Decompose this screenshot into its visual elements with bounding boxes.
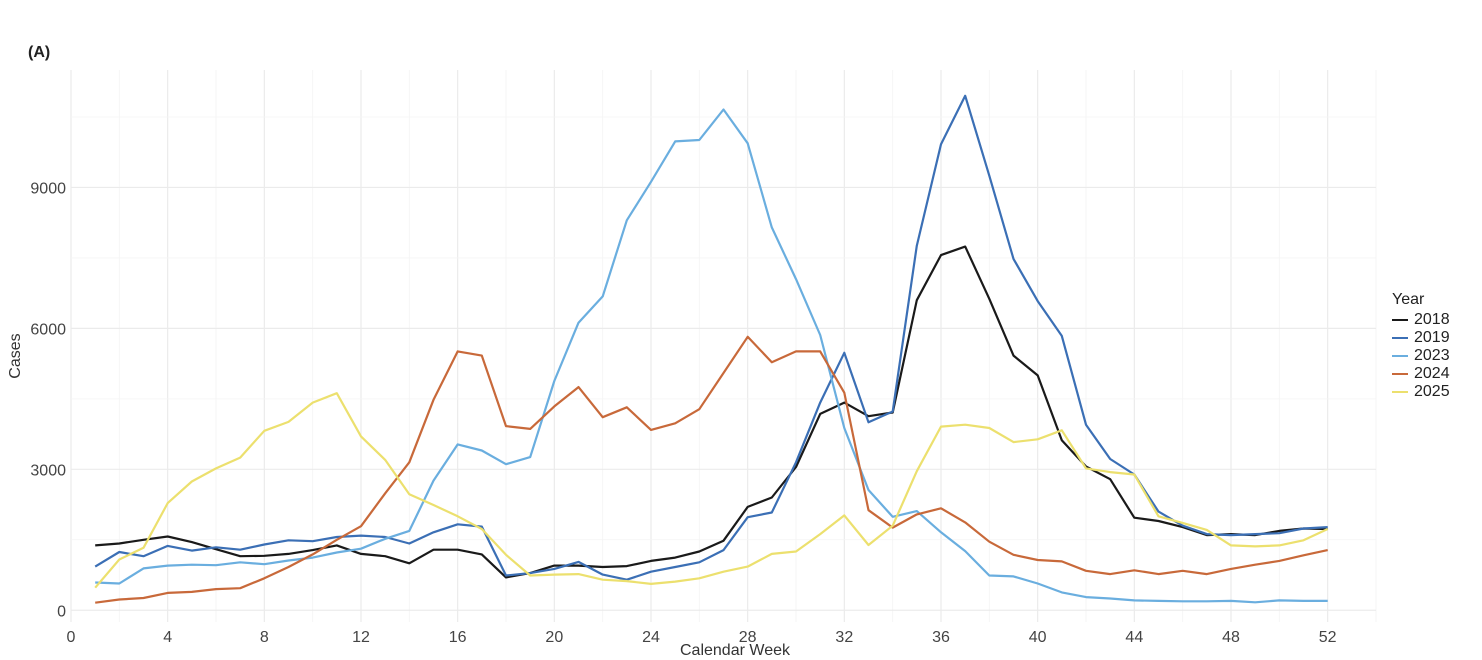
x-tick-labels: 0 4 8 12 16 20 24 28 32 36 40 44 48 52 [67, 629, 1337, 646]
legend-label: 2024 [1414, 365, 1450, 382]
legend-swatch [1392, 337, 1408, 339]
x-tick-label: 52 [1319, 629, 1337, 646]
legend-item-2023: 2023 [1392, 347, 1450, 365]
series-line-2023 [95, 108, 1328, 604]
y-tick-label: 0 [57, 603, 66, 620]
series-line-2018 [95, 245, 1328, 579]
series-line-2025 [94, 392, 1329, 589]
legend-item-2019: 2019 [1392, 329, 1450, 347]
x-tick-label: 24 [642, 629, 660, 646]
x-tick-label: 4 [163, 629, 172, 646]
legend-label: 2019 [1414, 329, 1450, 346]
panel-label: (A) [28, 44, 51, 61]
x-tick-label: 16 [449, 629, 467, 646]
x-tick-label: 0 [67, 629, 76, 646]
series-line-2019 [94, 94, 1328, 581]
legend-swatch [1392, 355, 1408, 357]
x-tick-label: 28 [739, 629, 757, 646]
legend-label: 2025 [1414, 383, 1450, 400]
x-tick-label: 8 [260, 629, 269, 646]
series-line-2024 [95, 335, 1328, 604]
series-lines [94, 94, 1329, 604]
x-tick-label: 12 [352, 629, 370, 646]
legend-item-2024: 2024 [1392, 365, 1450, 383]
legend-label: 2018 [1414, 311, 1450, 328]
legend-item-2018: 2018 [1392, 311, 1450, 329]
legend: Year 2018 2019 2023 2024 2025 [1392, 291, 1450, 401]
legend-swatch [1392, 319, 1408, 321]
legend-title: Year [1392, 291, 1425, 308]
legend-label: 2023 [1414, 347, 1450, 364]
legend-swatch [1392, 373, 1408, 375]
y-tick-label: 6000 [30, 321, 66, 338]
x-tick-label: 36 [932, 629, 950, 646]
x-tick-label: 44 [1125, 629, 1143, 646]
x-tick-label: 20 [545, 629, 563, 646]
x-tick-label: 32 [835, 629, 853, 646]
y-tick-labels: 0 3000 6000 9000 [30, 180, 66, 620]
legend-item-2025: 2025 [1392, 383, 1450, 401]
y-tick-label: 9000 [30, 180, 66, 197]
x-tick-label: 48 [1222, 629, 1240, 646]
legend-items: 2018 2019 2023 2024 2025 [1392, 311, 1450, 401]
x-tick-label: 40 [1029, 629, 1047, 646]
legend-swatch [1392, 391, 1408, 393]
y-tick-label: 3000 [30, 462, 66, 479]
